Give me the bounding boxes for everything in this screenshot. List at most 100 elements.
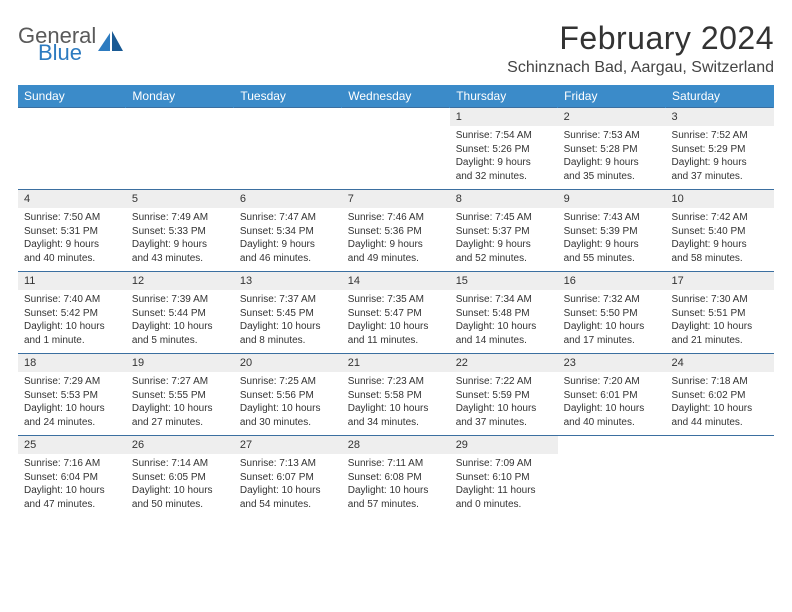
day-detail-cell xyxy=(126,126,234,190)
day-info-line: and 50 minutes. xyxy=(132,498,228,512)
day-number-cell: 8 xyxy=(450,190,558,209)
day-detail-cell: Sunrise: 7:39 AMSunset: 5:44 PMDaylight:… xyxy=(126,290,234,354)
day-info-line: Sunrise: 7:16 AM xyxy=(24,457,120,471)
day-info-line: Daylight: 10 hours xyxy=(132,402,228,416)
day-info-line: Sunset: 5:42 PM xyxy=(24,307,120,321)
day-detail-cell: Sunrise: 7:20 AMSunset: 6:01 PMDaylight:… xyxy=(558,372,666,436)
day-number-cell: 24 xyxy=(666,354,774,373)
day-detail-cell: Sunrise: 7:18 AMSunset: 6:02 PMDaylight:… xyxy=(666,372,774,436)
day-info-line: and 8 minutes. xyxy=(240,334,336,348)
day-info-line: and 0 minutes. xyxy=(456,498,552,512)
day-number-cell: 21 xyxy=(342,354,450,373)
day-detail-cell: Sunrise: 7:25 AMSunset: 5:56 PMDaylight:… xyxy=(234,372,342,436)
day-number-cell: 12 xyxy=(126,272,234,291)
day-info-line: Sunrise: 7:43 AM xyxy=(564,211,660,225)
day-detail-cell: Sunrise: 7:46 AMSunset: 5:36 PMDaylight:… xyxy=(342,208,450,272)
day-info-line: and 32 minutes. xyxy=(456,170,552,184)
day-info-line: Sunset: 5:28 PM xyxy=(564,143,660,157)
weekday-header: Sunday xyxy=(18,85,126,108)
day-detail-cell: Sunrise: 7:43 AMSunset: 5:39 PMDaylight:… xyxy=(558,208,666,272)
day-detail-row: Sunrise: 7:40 AMSunset: 5:42 PMDaylight:… xyxy=(18,290,774,354)
weekday-header: Monday xyxy=(126,85,234,108)
day-info-line: and 5 minutes. xyxy=(132,334,228,348)
day-info-line: and 54 minutes. xyxy=(240,498,336,512)
day-info-line: Sunset: 5:58 PM xyxy=(348,389,444,403)
day-info-line: Sunset: 5:45 PM xyxy=(240,307,336,321)
day-info-line: Daylight: 10 hours xyxy=(240,320,336,334)
day-info-line: Sunrise: 7:42 AM xyxy=(672,211,768,225)
day-info-line: Daylight: 10 hours xyxy=(564,320,660,334)
weekday-header: Wednesday xyxy=(342,85,450,108)
day-info-line: Daylight: 9 hours xyxy=(456,238,552,252)
day-detail-cell: Sunrise: 7:35 AMSunset: 5:47 PMDaylight:… xyxy=(342,290,450,354)
day-detail-cell: Sunrise: 7:42 AMSunset: 5:40 PMDaylight:… xyxy=(666,208,774,272)
header: General Blue February 2024 Schinznach Ba… xyxy=(18,20,774,77)
day-info-line: and 35 minutes. xyxy=(564,170,660,184)
day-detail-cell: Sunrise: 7:27 AMSunset: 5:55 PMDaylight:… xyxy=(126,372,234,436)
day-info-line: and 34 minutes. xyxy=(348,416,444,430)
day-number-cell xyxy=(18,108,126,127)
day-info-line: Sunset: 5:53 PM xyxy=(24,389,120,403)
day-number-cell: 28 xyxy=(342,436,450,455)
day-info-line: Sunrise: 7:46 AM xyxy=(348,211,444,225)
day-detail-cell: Sunrise: 7:09 AMSunset: 6:10 PMDaylight:… xyxy=(450,454,558,517)
day-info-line: Sunrise: 7:50 AM xyxy=(24,211,120,225)
day-info-line: Sunset: 5:56 PM xyxy=(240,389,336,403)
day-info-line: Sunrise: 7:49 AM xyxy=(132,211,228,225)
day-info-line: and 40 minutes. xyxy=(564,416,660,430)
day-info-line: Sunset: 5:33 PM xyxy=(132,225,228,239)
day-info-line: Sunset: 6:10 PM xyxy=(456,471,552,485)
day-info-line: and 11 minutes. xyxy=(348,334,444,348)
day-info-line: Daylight: 10 hours xyxy=(672,402,768,416)
day-info-line: Sunrise: 7:45 AM xyxy=(456,211,552,225)
day-info-line: Daylight: 10 hours xyxy=(564,402,660,416)
day-detail-cell xyxy=(342,126,450,190)
day-info-line: and 47 minutes. xyxy=(24,498,120,512)
day-detail-row: Sunrise: 7:29 AMSunset: 5:53 PMDaylight:… xyxy=(18,372,774,436)
day-number-cell: 19 xyxy=(126,354,234,373)
day-number-cell: 1 xyxy=(450,108,558,127)
day-info-line: Daylight: 10 hours xyxy=(132,320,228,334)
brand-text: General Blue xyxy=(18,26,96,64)
day-info-line: and 17 minutes. xyxy=(564,334,660,348)
day-info-line: Daylight: 10 hours xyxy=(240,484,336,498)
day-info-line: Sunset: 5:44 PM xyxy=(132,307,228,321)
day-number-cell: 10 xyxy=(666,190,774,209)
day-info-line: Daylight: 11 hours xyxy=(456,484,552,498)
day-info-line: Daylight: 9 hours xyxy=(564,238,660,252)
day-info-line: Daylight: 10 hours xyxy=(240,402,336,416)
day-info-line: Daylight: 10 hours xyxy=(24,484,120,498)
day-number-cell: 18 xyxy=(18,354,126,373)
day-info-line: Sunset: 5:37 PM xyxy=(456,225,552,239)
day-info-line: Sunset: 6:07 PM xyxy=(240,471,336,485)
day-info-line: Sunset: 5:51 PM xyxy=(672,307,768,321)
day-detail-row: Sunrise: 7:50 AMSunset: 5:31 PMDaylight:… xyxy=(18,208,774,272)
day-info-line: Sunrise: 7:52 AM xyxy=(672,129,768,143)
day-info-line: and 37 minutes. xyxy=(672,170,768,184)
day-number-cell: 13 xyxy=(234,272,342,291)
day-detail-cell: Sunrise: 7:52 AMSunset: 5:29 PMDaylight:… xyxy=(666,126,774,190)
day-number-cell xyxy=(558,436,666,455)
weekday-header: Tuesday xyxy=(234,85,342,108)
day-detail-cell: Sunrise: 7:53 AMSunset: 5:28 PMDaylight:… xyxy=(558,126,666,190)
weekday-header-row: Sunday Monday Tuesday Wednesday Thursday… xyxy=(18,85,774,108)
day-detail-cell: Sunrise: 7:50 AMSunset: 5:31 PMDaylight:… xyxy=(18,208,126,272)
day-number-cell: 23 xyxy=(558,354,666,373)
day-number-cell: 27 xyxy=(234,436,342,455)
day-info-line: and 46 minutes. xyxy=(240,252,336,266)
day-info-line: and 14 minutes. xyxy=(456,334,552,348)
day-detail-row: Sunrise: 7:54 AMSunset: 5:26 PMDaylight:… xyxy=(18,126,774,190)
day-info-line: Daylight: 9 hours xyxy=(24,238,120,252)
day-info-line: Sunrise: 7:20 AM xyxy=(564,375,660,389)
day-info-line: Sunset: 5:36 PM xyxy=(348,225,444,239)
day-info-line: and 49 minutes. xyxy=(348,252,444,266)
day-info-line: Sunrise: 7:23 AM xyxy=(348,375,444,389)
month-title: February 2024 xyxy=(507,20,774,57)
day-number-row: 2526272829 xyxy=(18,436,774,455)
day-info-line: Sunrise: 7:27 AM xyxy=(132,375,228,389)
day-detail-cell xyxy=(18,126,126,190)
day-number-cell: 29 xyxy=(450,436,558,455)
day-detail-cell: Sunrise: 7:11 AMSunset: 6:08 PMDaylight:… xyxy=(342,454,450,517)
day-info-line: Sunrise: 7:53 AM xyxy=(564,129,660,143)
day-number-cell xyxy=(126,108,234,127)
